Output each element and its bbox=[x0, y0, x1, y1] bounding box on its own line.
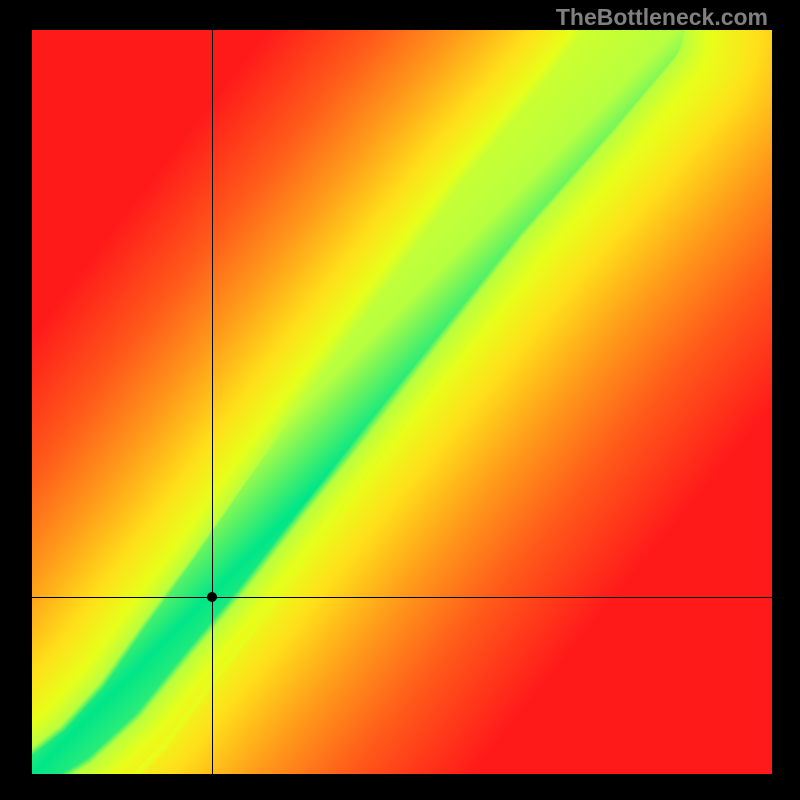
watermark-label: TheBottleneck.com bbox=[556, 4, 768, 31]
heatmap-plot-area bbox=[32, 30, 772, 774]
chart-container: TheBottleneck.com bbox=[0, 0, 800, 800]
crosshair-vertical bbox=[212, 30, 213, 774]
crosshair-horizontal bbox=[32, 597, 772, 598]
marker-point bbox=[207, 592, 217, 602]
heatmap-canvas bbox=[32, 30, 772, 774]
